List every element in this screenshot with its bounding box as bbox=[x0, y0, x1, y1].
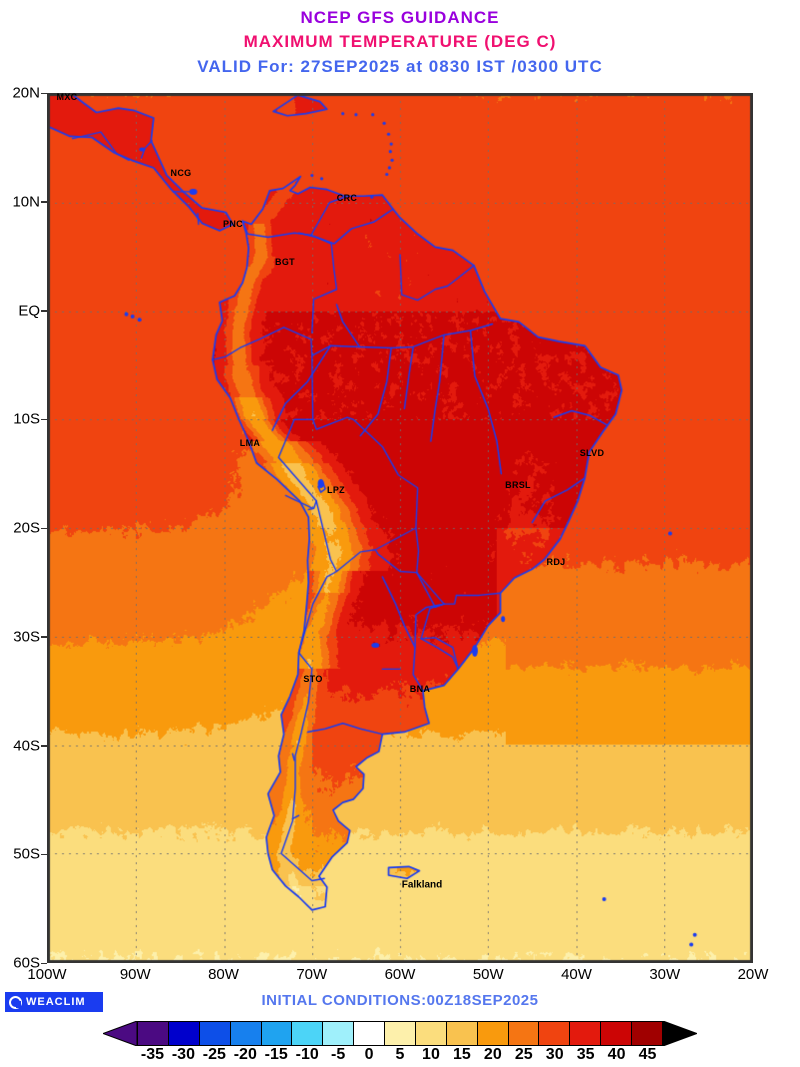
colorbar-tick-5: 5 bbox=[395, 1046, 405, 1063]
city-label-ncg: NCG bbox=[170, 168, 192, 178]
lat-tick-mark bbox=[41, 853, 47, 856]
lat-tick-mark bbox=[41, 636, 47, 638]
title-line-model: NCEP GFS GUIDANCE bbox=[300, 8, 500, 27]
colorbar-over-arrow bbox=[662, 1021, 697, 1046]
logo-label: WEACLIM bbox=[26, 996, 86, 1008]
lat-tick-mark bbox=[41, 745, 47, 747]
lat-tick-10S: 10S bbox=[13, 410, 40, 428]
lat-tick-60S: 60S bbox=[13, 954, 40, 972]
lat-tick-40S: 40S bbox=[13, 737, 40, 754]
temperature-map[interactable] bbox=[47, 93, 753, 963]
colorbar-tick--35: -35 bbox=[140, 1046, 165, 1063]
lon-tick-80W: 80W bbox=[208, 966, 239, 983]
colorbar-tick-30: 30 bbox=[545, 1046, 564, 1063]
lat-tick-mark bbox=[41, 310, 47, 312]
colorbar-tick-15: 15 bbox=[452, 1046, 471, 1063]
lon-tick-20W: 20W bbox=[737, 966, 769, 983]
lat-tick-30S: 30S bbox=[13, 628, 40, 646]
colorbar-tick-20: 20 bbox=[483, 1046, 502, 1063]
header-block: NCEP GFS GUIDANCE MAXIMUM TEMPERATURE (D… bbox=[0, 0, 800, 77]
colorbar-bin-2 bbox=[198, 1021, 231, 1046]
lat-tick-10N: 10N bbox=[12, 193, 40, 211]
colorbar-bin-13 bbox=[538, 1021, 571, 1046]
initial-conditions-text: INITIAL CONDITIONS:00Z18SEP2025 bbox=[261, 992, 539, 1009]
colorbar-bin-7 bbox=[353, 1021, 385, 1046]
lat-tick-mark bbox=[41, 201, 47, 203]
colorbar-bin-11 bbox=[476, 1021, 509, 1046]
colorbar-bin-9 bbox=[414, 1021, 447, 1046]
lon-tick-40W: 40W bbox=[561, 966, 592, 983]
title-line-valid-time: VALID For: 27SEP2025 at 0830 IST /0300 U… bbox=[197, 57, 603, 76]
city-label-pnc: PNC bbox=[223, 219, 243, 229]
colorbar-tick--15: -15 bbox=[264, 1046, 288, 1063]
colorbar-bin-16 bbox=[631, 1021, 663, 1046]
colorbar-under-arrow bbox=[103, 1021, 138, 1046]
lat-tick-mark bbox=[41, 527, 47, 529]
colorbar bbox=[103, 1021, 697, 1046]
lat-tick-20S: 20S bbox=[13, 519, 40, 537]
colorbar-bin-4 bbox=[260, 1021, 293, 1046]
colorbar-bin-0 bbox=[137, 1021, 169, 1046]
colorbar-tick--10: -10 bbox=[295, 1046, 319, 1063]
city-label-bgt: BGT bbox=[275, 257, 295, 267]
city-label-slvd: SLVD bbox=[579, 448, 605, 458]
map-raster bbox=[48, 94, 752, 962]
city-label-bna: BNA bbox=[409, 684, 431, 694]
lon-tick-70W: 70W bbox=[296, 966, 328, 983]
colorbar-bin-5 bbox=[291, 1021, 324, 1046]
circle-c-icon bbox=[9, 995, 22, 1009]
city-label-brsl: BRSL bbox=[505, 480, 531, 490]
city-label-rdj: RDJ bbox=[546, 557, 566, 567]
colorbar-bin-15 bbox=[600, 1021, 632, 1046]
colorbar-tick-45: 45 bbox=[638, 1046, 657, 1063]
lat-tick-mark bbox=[41, 962, 47, 964]
colorbar-tick-40: 40 bbox=[607, 1046, 626, 1063]
colorbar-bin-8 bbox=[384, 1021, 416, 1046]
weaclim-logo[interactable]: WEACLIM bbox=[5, 992, 103, 1012]
colorbar-bin-1 bbox=[167, 1021, 200, 1046]
colorbar-bin-3 bbox=[229, 1021, 262, 1046]
lat-tick-EQ: EQ bbox=[18, 302, 40, 319]
lat-tick-50S: 50S bbox=[13, 845, 40, 863]
lon-tick-90W: 90W bbox=[119, 966, 151, 983]
colorbar-tick--25: -25 bbox=[202, 1046, 226, 1063]
city-label-sto: STO bbox=[303, 674, 323, 684]
lon-tick-30W: 30W bbox=[649, 966, 681, 983]
title-line-variable: MAXIMUM TEMPERATURE (DEG C) bbox=[243, 32, 557, 51]
city-label-crc: CRC bbox=[336, 193, 358, 203]
colorbar-tick--30: -30 bbox=[171, 1046, 195, 1063]
city-label-falkland: Falkland bbox=[401, 879, 443, 891]
lon-tick-100W: 100W bbox=[27, 966, 67, 983]
colorbar-tick--5: -5 bbox=[330, 1046, 346, 1063]
colorbar-tick-10: 10 bbox=[422, 1046, 440, 1063]
colorbar-tick-0: 0 bbox=[364, 1046, 374, 1063]
colorbar-bin-12 bbox=[507, 1021, 540, 1046]
lon-tick-50W: 50W bbox=[472, 966, 504, 983]
city-label-lpz: LPZ bbox=[327, 485, 345, 495]
colorbar-bin-14 bbox=[569, 1021, 602, 1046]
colorbar-bins bbox=[137, 1021, 663, 1046]
colorbar-tick-labels: -35 -30 -25 -20 -15 -10 -5 0 5 10 15 20 25 30 35 40 45 bbox=[103, 1046, 697, 1066]
lat-tick-mark bbox=[41, 92, 47, 94]
lat-tick-mark bbox=[41, 418, 47, 421]
lon-tick-60W: 60W bbox=[384, 966, 416, 983]
colorbar-tick-25: 25 bbox=[514, 1046, 533, 1063]
lat-tick-20N: 20N bbox=[12, 84, 40, 102]
colorbar-bin-6 bbox=[322, 1021, 355, 1046]
city-label-lma: LMA bbox=[239, 438, 261, 448]
colorbar-tick--20: -20 bbox=[233, 1046, 257, 1063]
city-label-mxc: MXC bbox=[56, 92, 78, 102]
colorbar-tick-35: 35 bbox=[576, 1046, 595, 1063]
colorbar-bin-10 bbox=[445, 1021, 478, 1046]
